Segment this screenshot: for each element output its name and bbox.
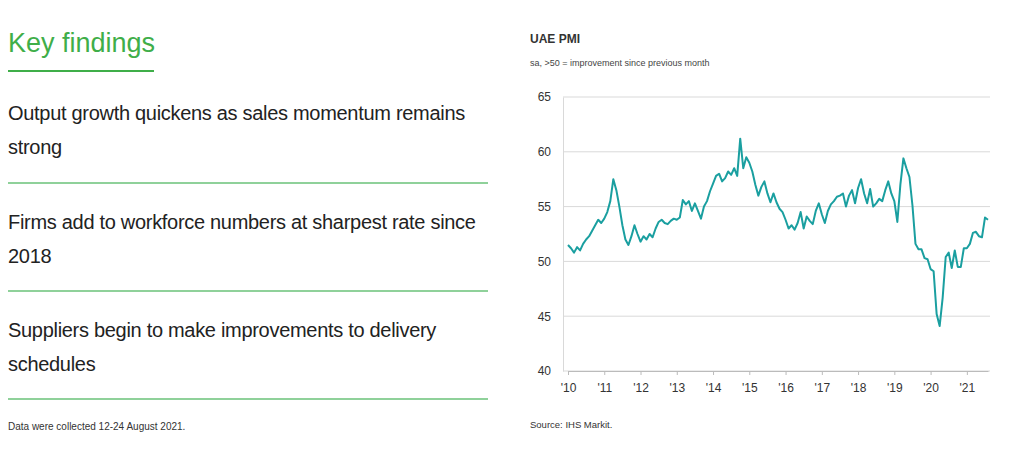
- page: Key findings Output growth quickens as sa…: [0, 0, 1024, 468]
- x-tick-mark: [786, 371, 787, 375]
- x-tick: '17: [814, 371, 830, 395]
- pmi-line: [568, 139, 988, 326]
- grid-line: [563, 316, 990, 317]
- grid-line: [563, 371, 990, 372]
- y-tick-label: 50: [538, 255, 552, 269]
- finding: Output growth quickens as sales momentum…: [8, 96, 490, 164]
- x-tick-mark: [749, 371, 750, 375]
- grid-line: [563, 97, 990, 98]
- x-tick-mark: [967, 371, 968, 375]
- x-tick-mark: [858, 371, 859, 375]
- y-tick-label: 45: [538, 310, 552, 324]
- x-tick: '21: [960, 371, 976, 395]
- x-tick-mark: [641, 371, 642, 375]
- grid-line: [563, 261, 990, 262]
- chart-title: UAE PMI: [530, 32, 580, 46]
- x-tick: '12: [633, 371, 649, 395]
- separator: [8, 290, 488, 292]
- finding: Firms add to workforce numbers at sharpe…: [8, 205, 490, 273]
- y-tick-label: 60: [538, 145, 552, 159]
- x-tick: '15: [742, 371, 758, 395]
- x-tick-label: '21: [960, 381, 976, 395]
- x-tick-label: '16: [778, 381, 794, 395]
- y-tick: 60: [538, 145, 563, 159]
- separator: [8, 182, 488, 184]
- y-tick-label: 40: [538, 364, 552, 378]
- x-tick-label: '11: [597, 381, 612, 395]
- x-tick-mark: [604, 371, 605, 375]
- x-tick: '11: [597, 371, 612, 395]
- heading-underline: [8, 70, 154, 72]
- grid: [563, 97, 990, 371]
- x-tick-label: '20: [923, 381, 939, 395]
- x-tick-mark: [822, 371, 823, 375]
- plot-area: [568, 139, 988, 326]
- grid-line: [563, 206, 990, 207]
- x-tick: '18: [851, 371, 867, 395]
- y-tick: 65: [538, 90, 563, 104]
- separator: [8, 398, 488, 400]
- x-tick: '16: [778, 371, 794, 395]
- x-tick-label: '10: [561, 381, 577, 395]
- x-tick-label: '14: [706, 381, 722, 395]
- footnote: Data were collected 12-24 August 2021.: [8, 421, 185, 432]
- x-tick-mark: [894, 371, 895, 375]
- x-tick-mark: [677, 371, 678, 375]
- grid-line: [563, 151, 990, 152]
- x-tick-mark: [931, 371, 932, 375]
- y-tick: 45: [538, 310, 563, 324]
- x-tick: '14: [706, 371, 722, 395]
- heading: Key findings: [8, 28, 155, 59]
- finding: Suppliers begin to make improvements to …: [8, 313, 490, 381]
- y-axis-line: [563, 98, 564, 372]
- x-tick-label: '13: [669, 381, 685, 395]
- chart-subtitle: sa, >50 = improvement since previous mon…: [530, 58, 710, 68]
- x-tick-mark: [713, 371, 714, 375]
- y-tick: 55: [538, 200, 563, 214]
- x-tick: '10: [561, 371, 577, 395]
- y-tick-label: 55: [538, 200, 552, 214]
- x-tick-label: '15: [742, 381, 758, 395]
- x-tick: '20: [923, 371, 939, 395]
- x-tick-label: '18: [851, 381, 867, 395]
- y-tick: 40: [538, 364, 563, 378]
- x-axis: '10 '11 '12 '13 '14 '15 '16 '17 '18 '19 '20 '21: [561, 371, 989, 395]
- x-tick-label: '12: [633, 381, 649, 395]
- y-tick-label: 65: [538, 90, 552, 104]
- x-tick-mark: [568, 371, 569, 375]
- x-tick: '19: [887, 371, 903, 395]
- x-tick-label: '17: [814, 381, 830, 395]
- chart: UAE PMI sa, >50 = improvement since previ…: [0, 0, 1024, 468]
- source: Source: IHS Markit.: [530, 419, 612, 430]
- x-tick-label: '19: [887, 381, 903, 395]
- x-tick: '13: [669, 371, 685, 395]
- y-tick: 50: [538, 255, 563, 269]
- y-axis: 40 45 50 55 60 65: [538, 90, 564, 378]
- x-axis-line: [569, 371, 989, 372]
